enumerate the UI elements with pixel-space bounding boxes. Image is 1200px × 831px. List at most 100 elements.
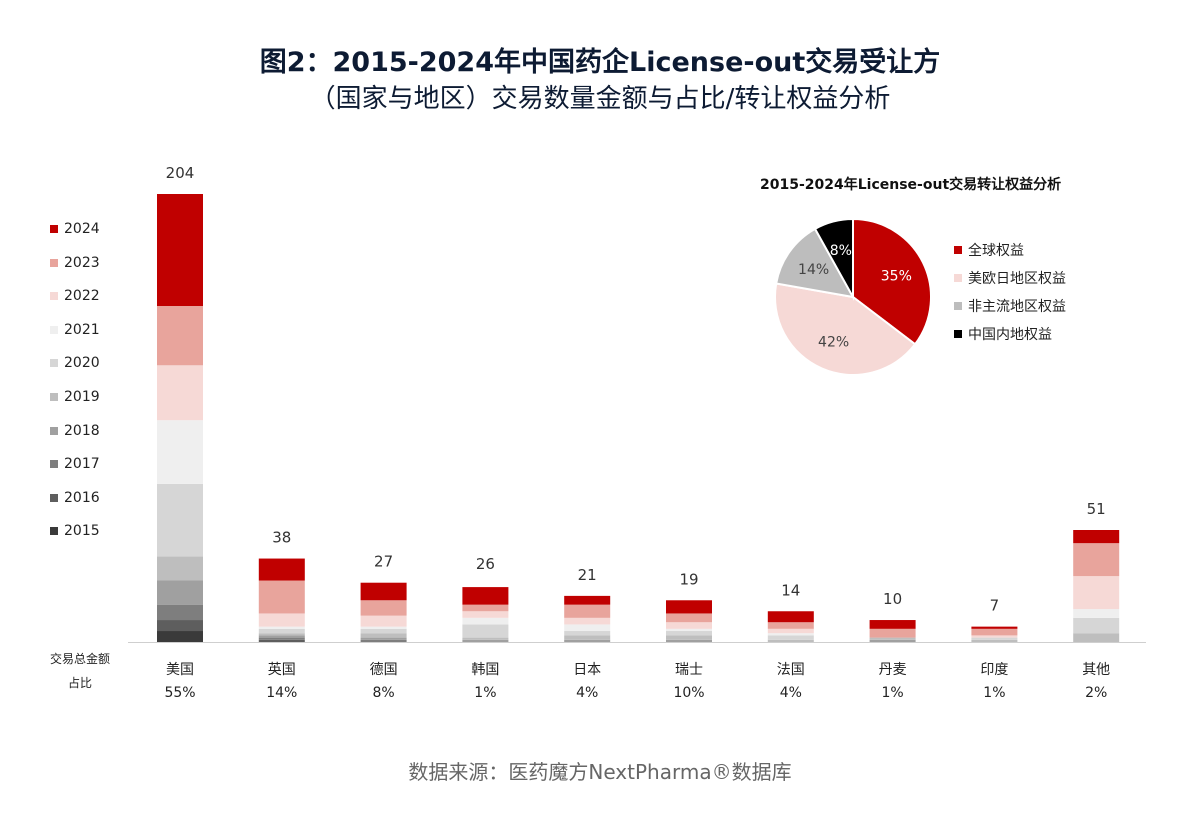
bar-segment-日本-2020 — [564, 631, 611, 636]
bar-total-label: 19 — [679, 570, 698, 588]
legend-label: 2017 — [64, 456, 100, 473]
pie-slice-label: 42% — [818, 334, 849, 350]
bar-segment-丹麦-2019 — [869, 637, 916, 640]
legend-label: 2018 — [64, 422, 100, 439]
legend-item-2015: 2015 — [50, 523, 100, 539]
bar-segment-瑞士-2022 — [666, 622, 712, 629]
legend-label: 2021 — [64, 321, 100, 338]
bar-segment-法国-2024 — [767, 611, 814, 623]
pie-legend-label: 美欧日地区权益 — [968, 271, 1066, 287]
legend-label: 2015 — [64, 523, 100, 540]
bar-segment-丹麦-2018 — [869, 639, 916, 642]
legend-swatch — [50, 460, 58, 469]
bar-segment-瑞士-2024 — [666, 600, 712, 614]
bar-segment-丹麦-2024 — [869, 620, 916, 629]
legend-swatch — [50, 493, 58, 502]
legend-item-2016: 2016 — [50, 490, 100, 506]
legend-swatch — [50, 292, 58, 301]
bar-segment-法国-2019 — [767, 639, 814, 642]
legend-item-2017: 2017 — [50, 456, 100, 472]
bar-total-label: 14 — [781, 581, 800, 599]
bar-segment-英国-2024 — [258, 558, 305, 581]
bar-segment-美国-2020 — [157, 483, 203, 557]
bar-segment-其他-2021 — [1073, 609, 1120, 618]
category-label: 印度 — [980, 662, 1008, 678]
legend-item-2018: 2018 — [50, 423, 100, 439]
amount-share-label: 14% — [266, 685, 297, 701]
bar-segment-韩国-2019 — [462, 637, 509, 640]
bar-segment-德国-2019 — [360, 633, 407, 638]
bar-total-label: 7 — [990, 597, 1000, 615]
pie-legend-item: 全球权益 — [954, 240, 1024, 260]
bar-segment-其他-2022 — [1073, 576, 1120, 610]
pie-legend-swatch — [954, 246, 962, 254]
bar-segment-韩国-2018 — [462, 639, 509, 642]
bar-segment-英国-2022 — [258, 613, 305, 627]
legend-item-2021: 2021 — [50, 322, 100, 338]
bar-total-label: 26 — [476, 555, 495, 573]
side-label-share: 占比 — [67, 676, 92, 690]
pie-slice-label: 8% — [830, 243, 852, 259]
amount-share-label: 8% — [372, 685, 394, 701]
bar-segment-印度-2022 — [971, 635, 1018, 638]
bar-segment-韩国-2022 — [462, 611, 509, 618]
bar-segment-德国-2021 — [360, 626, 407, 629]
category-label: 其他 — [1082, 662, 1110, 678]
bar-segment-法国-2021 — [767, 633, 814, 636]
amount-share-label: 1% — [983, 685, 1005, 701]
bar-segment-英国-2017 — [258, 637, 305, 640]
pie-slice-美欧日地区权益 — [774, 282, 917, 376]
legend-item-2023: 2023 — [50, 255, 100, 271]
bar-segment-韩国-2021 — [462, 617, 509, 625]
legend-item-2024: 2024 — [50, 221, 100, 237]
amount-share-label: 4% — [576, 685, 598, 701]
bar-segment-日本-2019 — [564, 635, 611, 640]
legend-swatch — [50, 426, 58, 435]
amount-share-label: 55% — [164, 685, 195, 701]
legend-label: 2022 — [64, 288, 100, 305]
bar-segment-美国-2017 — [157, 604, 203, 621]
bar-segment-法国-2022 — [767, 628, 814, 634]
legend-swatch — [50, 527, 58, 536]
bar-segment-丹麦-2023 — [869, 628, 916, 638]
bar-segment-美国-2016 — [157, 620, 203, 632]
bar-segment-瑞士-2019 — [666, 635, 712, 640]
legend-swatch — [50, 359, 58, 368]
amount-share-label: 1% — [474, 685, 496, 701]
bar-segment-德国-2022 — [360, 615, 407, 627]
bar-segment-英国-2016 — [258, 639, 305, 642]
category-label: 德国 — [370, 662, 398, 678]
bar-segment-德国-2020 — [360, 628, 407, 634]
data-source: 数据来源：医药魔方NextPharma®数据库 — [408, 760, 792, 784]
bar-segment-德国-2024 — [360, 582, 407, 601]
chart-title-line2: （国家与地区）交易数量金额与占比/转让权益分析 — [309, 84, 891, 114]
pie-slice-label: 35% — [881, 269, 912, 285]
pie-legend-item: 美欧日地区权益 — [954, 268, 1066, 288]
bar-segment-德国-2023 — [360, 600, 407, 616]
bar-segment-美国-2019 — [157, 556, 203, 581]
legend-item-2020: 2020 — [50, 355, 100, 371]
category-label: 美国 — [166, 662, 194, 678]
bar-segment-瑞士-2018 — [666, 639, 712, 642]
bar-segment-韩国-2024 — [462, 587, 509, 605]
category-label: 瑞士 — [675, 662, 703, 678]
legend-label: 2016 — [64, 489, 100, 506]
bar-segment-韩国-2023 — [462, 604, 509, 612]
bar-segment-日本-2022 — [564, 617, 611, 625]
pie-legend-item: 中国内地权益 — [954, 324, 1052, 344]
bar-total-label: 27 — [374, 553, 393, 571]
bar-segment-美国-2023 — [157, 306, 203, 366]
bar-segment-瑞士-2021 — [666, 628, 712, 632]
bar-segment-其他-2023 — [1073, 543, 1120, 577]
pie-chart-title: 2015-2024年License-out交易转让权益分析 — [760, 177, 1062, 193]
pie-legend-swatch — [954, 274, 962, 282]
legend-swatch — [50, 393, 58, 401]
bar-total-label: 10 — [883, 590, 902, 608]
pie-legend-swatch — [954, 330, 962, 338]
category-label: 日本 — [573, 662, 601, 678]
bar-segment-美国-2024 — [157, 194, 203, 306]
bar-segment-其他-2024 — [1073, 530, 1120, 544]
bar-total-label: 38 — [272, 529, 291, 547]
bar-segment-印度-2024 — [971, 626, 1018, 629]
